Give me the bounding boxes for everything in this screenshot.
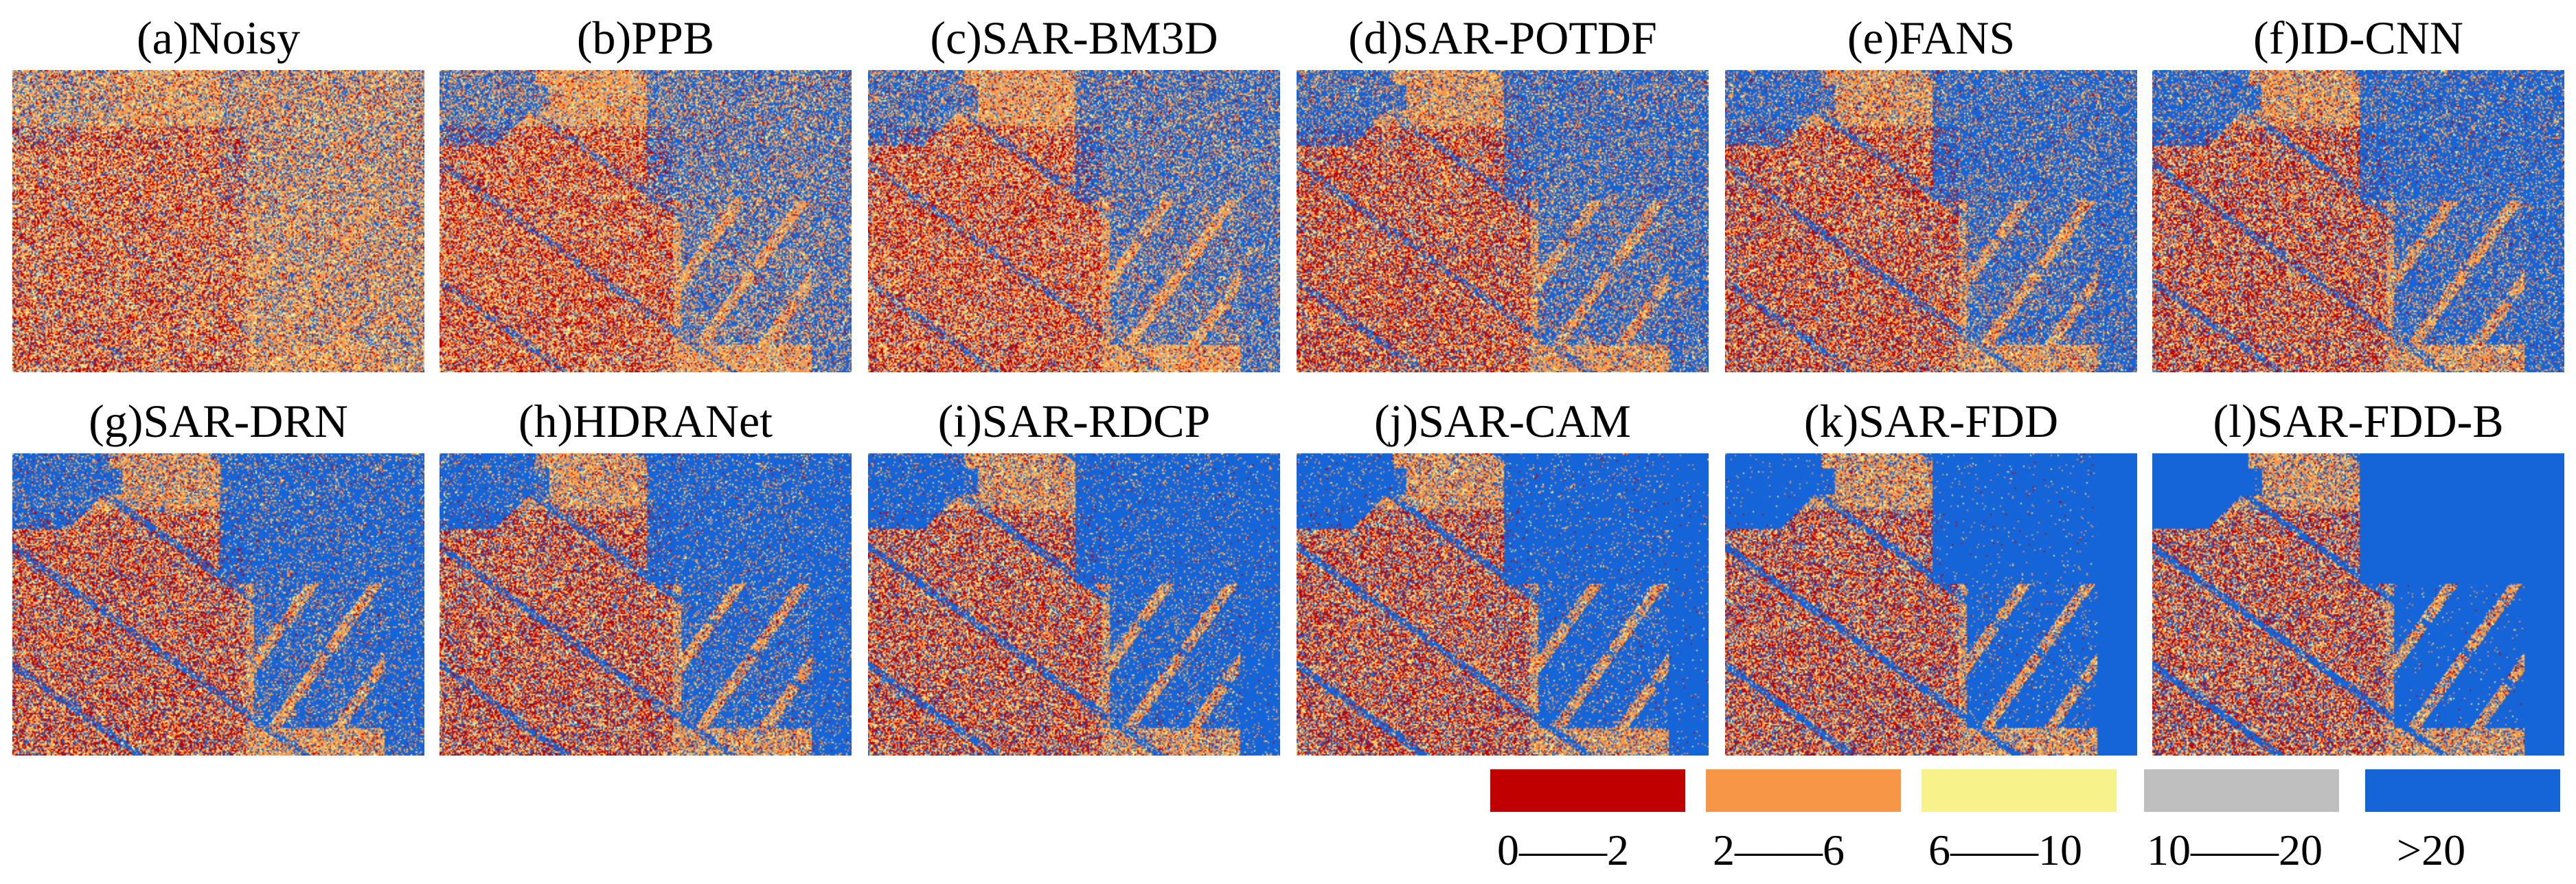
legend-label-6-10: 6——10	[1928, 826, 2082, 874]
panel-title: (e)FANS	[1847, 12, 2016, 64]
classification-map-image	[1297, 453, 1709, 756]
classification-map-image	[440, 70, 852, 372]
legend-swatch-gt20	[2365, 769, 2560, 812]
classification-map-image	[1725, 453, 2137, 756]
panel-title: (b)PPB	[576, 12, 715, 64]
legend-label-gt20: >20	[2397, 826, 2466, 874]
panel-title: (d)SAR-POTDF	[1348, 12, 1657, 64]
panel-title: (a)Noisy	[137, 12, 300, 64]
legend-swatch-2-6	[1706, 769, 1901, 812]
legend-swatch-10-20	[2144, 769, 2339, 812]
classification-map-image	[12, 70, 424, 372]
panel-title: (j)SAR-CAM	[1374, 395, 1632, 447]
classification-map-image	[2152, 70, 2564, 372]
classification-map-image	[440, 453, 852, 756]
panel-title: (g)SAR-DRN	[89, 395, 348, 447]
panel-title: (k)SAR-FDD	[1803, 395, 2059, 447]
legend-swatch-0-2	[1490, 769, 1685, 812]
panel-title: (c)SAR-BM3D	[930, 12, 1218, 64]
panel-title: (l)SAR-FDD-B	[2213, 395, 2504, 447]
classification-map-image	[1725, 70, 2137, 372]
legend-label-10-20: 10——20	[2147, 826, 2323, 874]
classification-map-image	[868, 70, 1280, 372]
classification-map-image	[1297, 70, 1709, 372]
legend-label-2-6: 2——6	[1713, 826, 1845, 874]
legend-label-0-2: 0——2	[1497, 826, 1629, 874]
panel-title: (i)SAR-RDCP	[937, 395, 1211, 447]
classification-map-image	[2152, 453, 2564, 756]
panel-title: (f)ID-CNN	[2253, 12, 2463, 64]
legend-swatch-6-10	[1922, 769, 2117, 812]
panel-title: (h)HDRANet	[518, 395, 773, 447]
classification-map-image	[868, 453, 1280, 756]
classification-map-image	[12, 453, 424, 756]
